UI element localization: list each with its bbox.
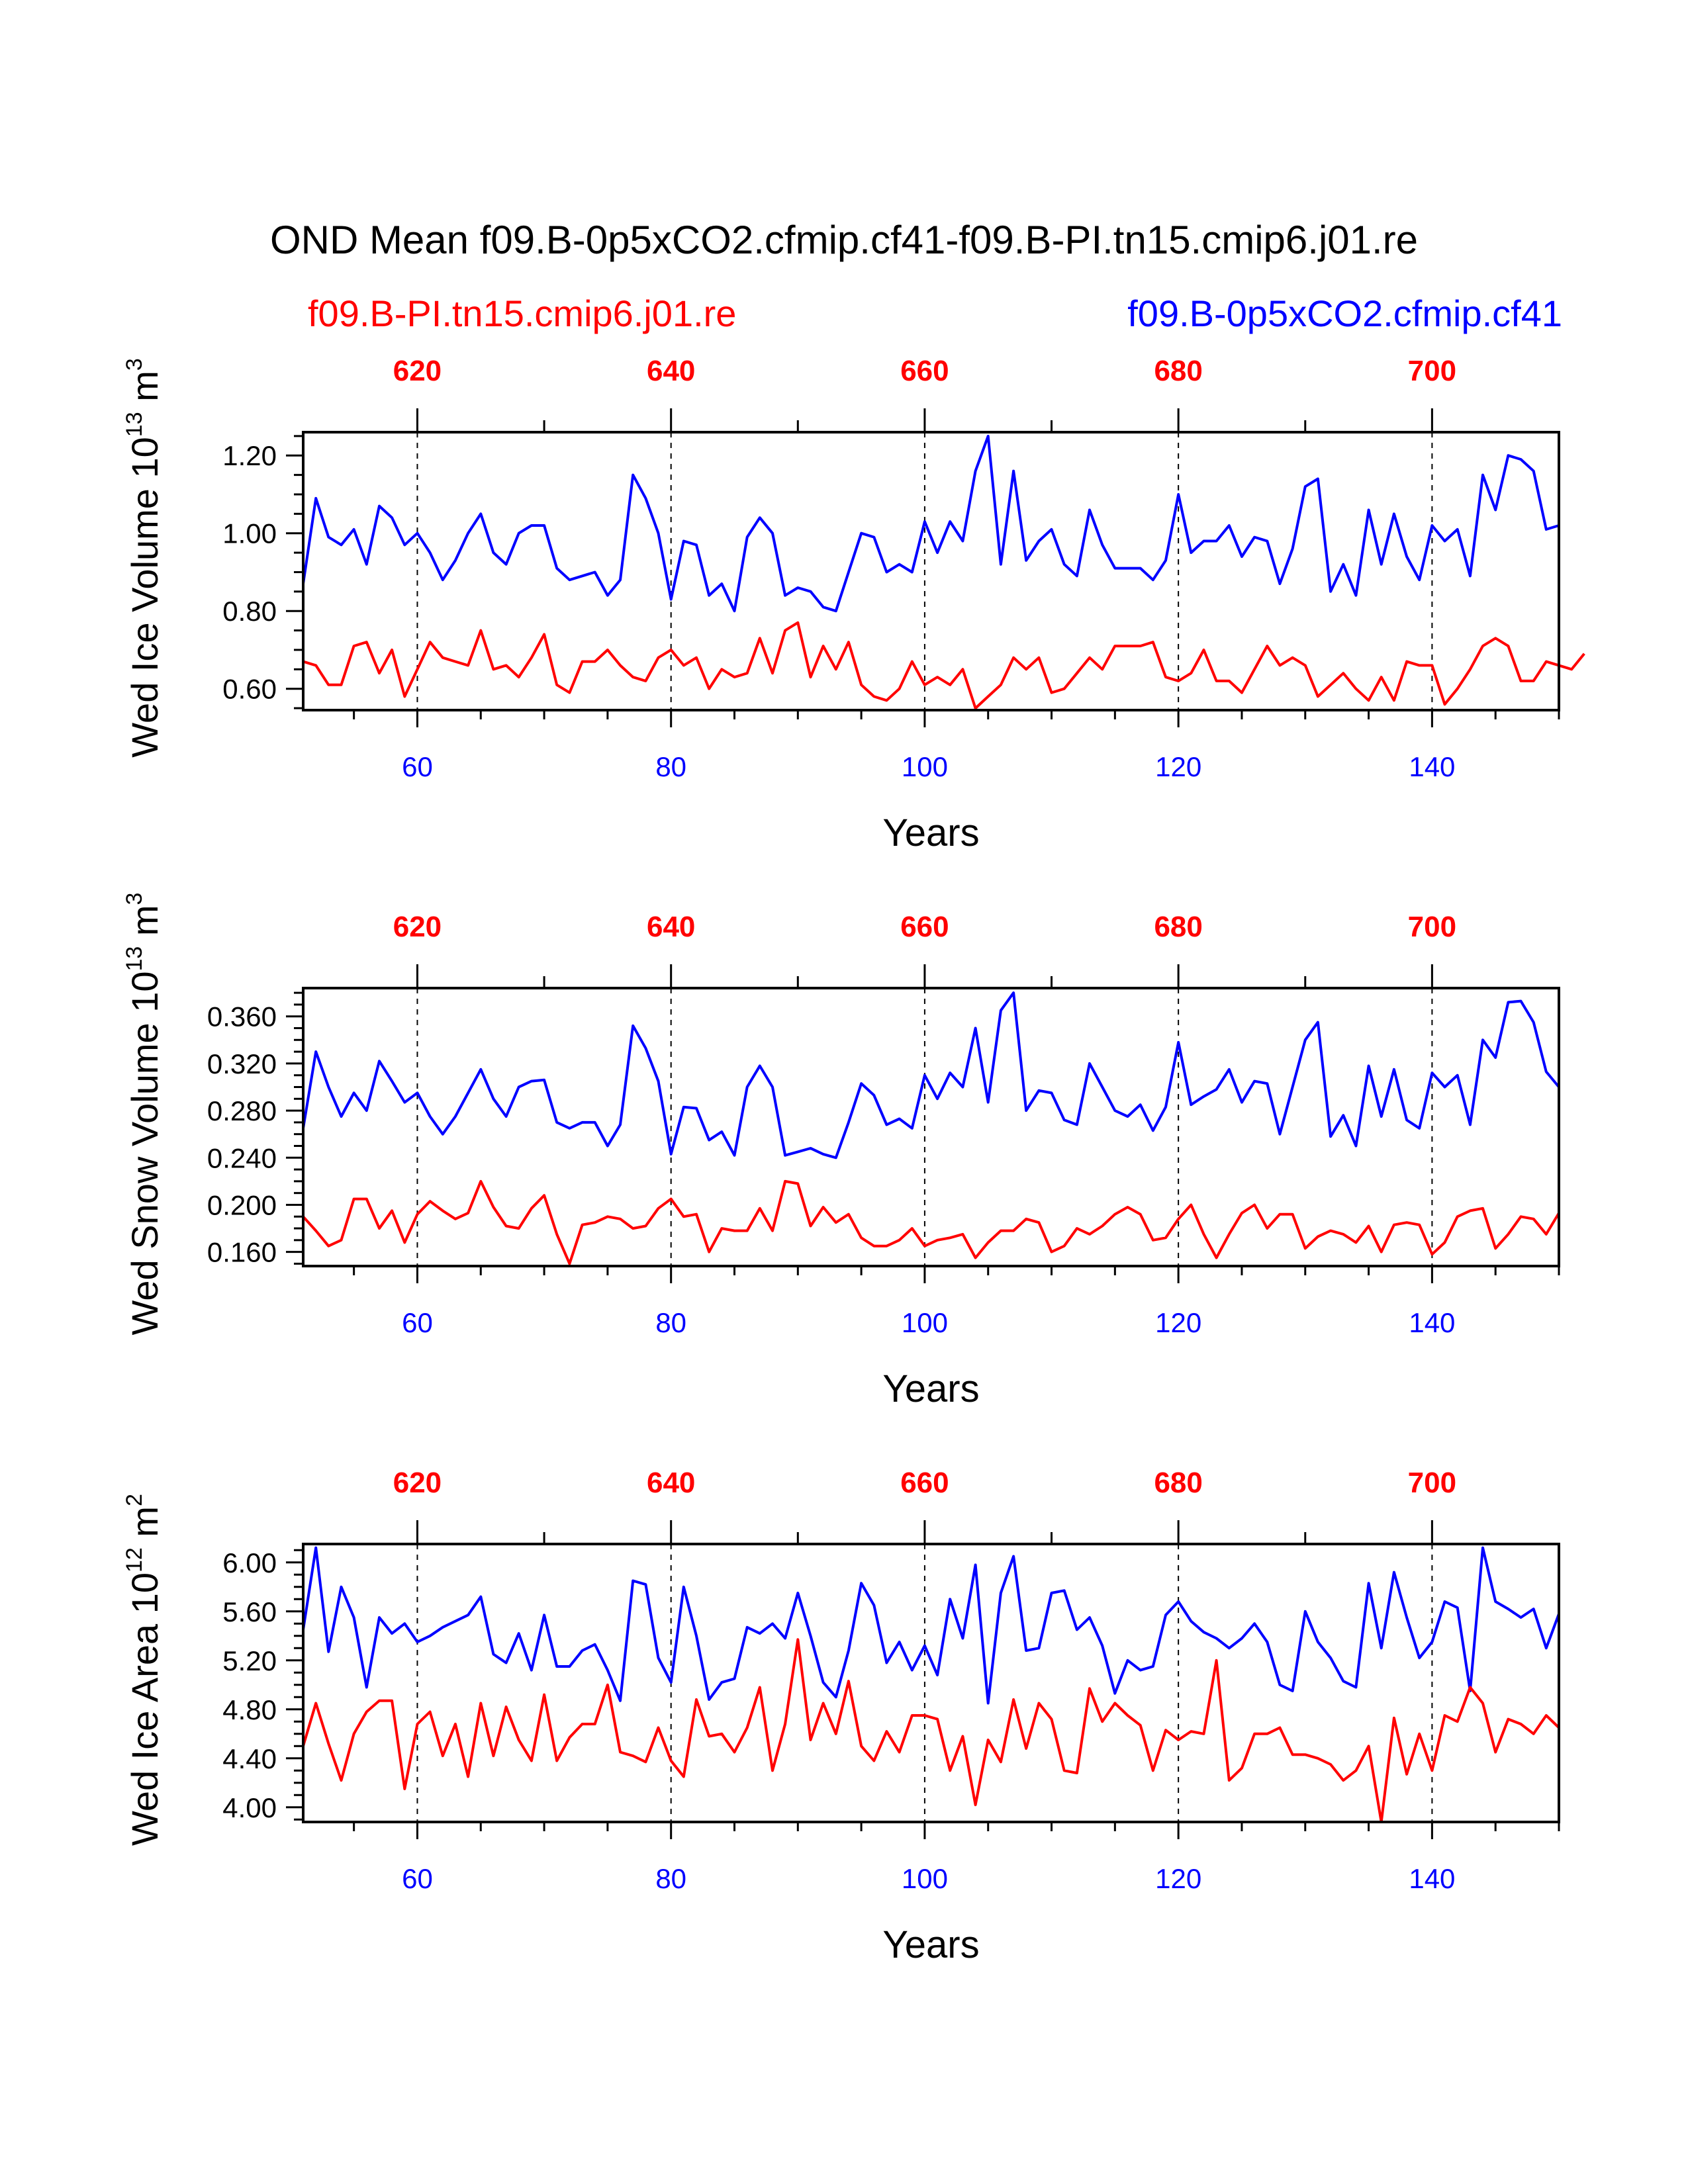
- top-tick-label: 620: [393, 911, 442, 943]
- x-axis-title: Years: [882, 1367, 979, 1410]
- x-axis-title: Years: [882, 811, 979, 854]
- top-tick-label: 640: [647, 355, 695, 387]
- y-tick-label: 5.20: [222, 1645, 277, 1676]
- top-tick-label: 640: [647, 1467, 695, 1499]
- series-line-red: [302, 1638, 1560, 1823]
- series-line-blue: [302, 434, 1560, 613]
- top-tick-label: 700: [1408, 1467, 1456, 1499]
- x-tick-label: 60: [402, 1307, 433, 1338]
- top-tick-label: 680: [1154, 1467, 1202, 1499]
- x-tick-label: 100: [902, 1307, 948, 1338]
- top-tick-label: 680: [1154, 911, 1202, 943]
- legend-left-label: f09.B-PI.tn15.cmip6.j01.re: [308, 293, 736, 334]
- y-axis-title: Wed Snow Volume 1013 m3: [122, 893, 165, 1336]
- x-tick-label: 80: [655, 1863, 686, 1894]
- y-tick-label: 0.60: [222, 674, 277, 705]
- y-tick-label: 4.40: [222, 1743, 277, 1774]
- x-tick-label: 140: [1409, 1307, 1455, 1338]
- panel-3: 60 80 100 120 140 620 640 660 680 700 4.00 4.40 4.80…: [122, 1467, 1560, 1966]
- panel-2: 60 80 100 120 140 620 640 660 680 700 0.160 0.200 0.…: [122, 893, 1560, 1410]
- legend-right-label: f09.B-0p5xCO2.cfmip.cf41: [1127, 293, 1562, 334]
- top-tick-label: 700: [1408, 911, 1456, 943]
- y-axis-title: Wed Ice Volume 1013 m3: [122, 358, 165, 758]
- plot-frame: [302, 987, 1560, 1267]
- panel-1: 60 80 100 120 140 620 640 660 680 700 0.60 0.80 1.00…: [122, 355, 1585, 854]
- x-tick-label: 80: [655, 751, 686, 782]
- y-tick-label: 0.320: [207, 1048, 277, 1079]
- x-tick-label: 60: [402, 751, 433, 782]
- x-tick-label: 120: [1155, 751, 1201, 782]
- top-tick-label: 620: [393, 355, 442, 387]
- series-line-blue: [302, 991, 1560, 1160]
- y-tick-label: 4.80: [222, 1694, 277, 1725]
- plot-frame: [302, 431, 1560, 711]
- top-tick-label: 680: [1154, 355, 1202, 387]
- y-tick-label: 0.240: [207, 1142, 277, 1173]
- top-tick-label: 660: [900, 911, 949, 943]
- top-tick-label: 700: [1408, 355, 1456, 387]
- y-tick-label: 5.60: [222, 1596, 277, 1627]
- x-tick-label: 80: [655, 1307, 686, 1338]
- x-tick-label: 140: [1409, 1863, 1455, 1894]
- y-tick-label: 6.00: [222, 1547, 277, 1578]
- y-tick-label: 1.00: [222, 518, 277, 549]
- x-tick-label: 100: [902, 1863, 948, 1894]
- y-tick-label: 1.20: [222, 440, 277, 471]
- top-tick-label: 640: [647, 911, 695, 943]
- y-axis-title: Wed Ice Area 1012 m2: [122, 1494, 165, 1846]
- x-tick-label: 120: [1155, 1307, 1201, 1338]
- top-tick-label: 660: [900, 355, 949, 387]
- x-tick-label: 120: [1155, 1863, 1201, 1894]
- y-tick-label: 0.280: [207, 1095, 277, 1126]
- series-line-blue: [302, 1546, 1560, 1705]
- x-tick-label: 100: [902, 751, 948, 782]
- top-tick-label: 620: [393, 1467, 442, 1499]
- y-tick-label: 0.160: [207, 1237, 277, 1268]
- y-tick-label: 4.00: [222, 1792, 277, 1823]
- y-tick-label: 0.200: [207, 1189, 277, 1220]
- series-line-red: [303, 621, 1585, 710]
- y-tick-label: 0.360: [207, 1001, 277, 1032]
- series-line-red: [302, 1179, 1560, 1265]
- plot-frame: [302, 1543, 1560, 1823]
- x-tick-label: 140: [1409, 751, 1455, 782]
- x-tick-label: 60: [402, 1863, 433, 1894]
- chart-title: OND Mean f09.B-0p5xCO2.cfmip.cf41-f09.B-…: [270, 218, 1418, 262]
- x-axis-title: Years: [882, 1923, 979, 1966]
- top-tick-label: 660: [900, 1467, 949, 1499]
- y-tick-label: 0.80: [222, 596, 277, 627]
